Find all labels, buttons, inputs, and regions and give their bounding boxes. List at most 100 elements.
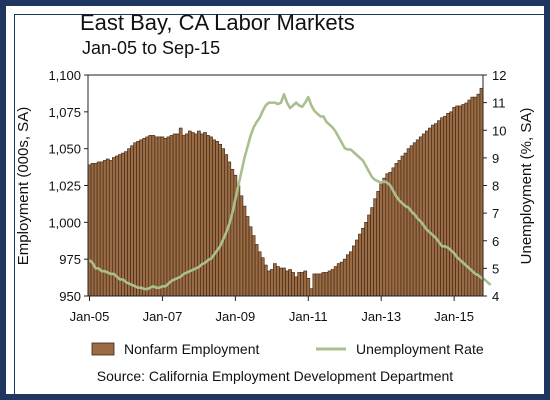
- right-tick-label: 12: [492, 68, 506, 83]
- employment-bar: [145, 136, 150, 297]
- employment-bar: [306, 278, 311, 297]
- employment-bar: [209, 136, 213, 297]
- employment-bar: [440, 117, 444, 297]
- employment-bar: [373, 198, 377, 297]
- left-axis-ticks: 950 975 1,000 1,025 1,050 1,075 1,100: [48, 68, 88, 304]
- employment-bar: [312, 273, 317, 297]
- employment-bar: [133, 142, 137, 297]
- right-axis-ticks: 4 5 6 7 8 9 10 11 12: [483, 68, 506, 304]
- right-tick-label: 10: [492, 123, 506, 138]
- employment-bar: [136, 141, 140, 297]
- employment-bar: [285, 270, 289, 297]
- chart-inner-border: [14, 14, 548, 398]
- employment-bar: [108, 160, 113, 297]
- employment-bar: [127, 148, 131, 297]
- employment-bar: [172, 133, 177, 297]
- left-tick-label: 1,025: [48, 179, 81, 194]
- employment-bar: [218, 143, 222, 297]
- employment-bar: [245, 216, 250, 297]
- employment-bar: [121, 152, 125, 297]
- employment-bar: [370, 207, 374, 297]
- employment-bar: [421, 133, 426, 297]
- employment-bar: [406, 148, 411, 297]
- employment-bar: [339, 261, 344, 297]
- employment-bar: [452, 107, 456, 297]
- employment-bar: [175, 133, 180, 297]
- employment-bar: [242, 205, 247, 297]
- employment-bar: [367, 214, 371, 297]
- employment-bar: [376, 191, 380, 297]
- left-tick-label: 1,000: [48, 215, 81, 230]
- x-axis-ticks: Jan-05 Jan-07 Jan-09 Jan-11 Jan-13 Jan-15: [70, 296, 474, 324]
- employment-bar: [178, 127, 183, 297]
- employment-bar: [318, 273, 323, 297]
- employment-bar: [443, 115, 447, 297]
- employment-bar: [352, 245, 356, 297]
- left-tick-label: 1,050: [48, 142, 81, 157]
- employment-bar: [154, 136, 159, 297]
- employment-bar: [324, 272, 329, 297]
- employment-bar: [157, 136, 162, 297]
- employment-bar: [163, 138, 168, 297]
- employment-bar: [93, 163, 98, 297]
- employment-bar: [248, 226, 253, 297]
- employment-bar: [96, 161, 101, 297]
- unemployment-line: [88, 93, 492, 291]
- x-tick-label: Jan-05: [70, 309, 110, 324]
- employment-bar: [169, 135, 174, 297]
- employment-bar: [200, 133, 204, 297]
- employment-bar: [270, 269, 274, 297]
- employment-bar: [105, 158, 110, 297]
- employment-bar: [458, 105, 463, 297]
- employment-bar: [273, 263, 277, 297]
- left-tick-label: 975: [59, 252, 81, 267]
- chart-subtitle: Jan-05 to Sep-15: [82, 38, 221, 58]
- employment-bar: [385, 173, 390, 297]
- employment-bar: [446, 113, 450, 297]
- right-tick-label: 4: [492, 289, 499, 304]
- right-tick-label: 9: [492, 151, 499, 166]
- employment-bar: [294, 276, 298, 297]
- employment-bar: [394, 163, 399, 297]
- right-tick-label: 5: [492, 261, 499, 276]
- right-axis-label: Unemployment (%, SA): [518, 108, 535, 265]
- employment-bar: [254, 244, 259, 297]
- employment-bar: [230, 168, 235, 297]
- employment-bar: [400, 155, 405, 297]
- employment-bar: [309, 288, 314, 297]
- right-tick-label: 7: [492, 206, 499, 221]
- unemployment-line-layer: [88, 93, 492, 291]
- legend-swatch-employment: [91, 342, 115, 356]
- legend-label-unemployment: Unemployment Rate: [356, 341, 484, 357]
- employment-bar: [336, 263, 341, 297]
- left-tick-label: 1,100: [48, 68, 81, 83]
- employment-bar: [342, 258, 347, 297]
- employment-bar: [461, 104, 466, 297]
- employment-bar: [260, 257, 265, 297]
- employment-bar: [288, 269, 292, 297]
- employment-bar: [431, 124, 435, 297]
- employment-bar: [221, 148, 226, 297]
- employment-bar: [455, 105, 459, 297]
- employment-bar: [203, 132, 207, 297]
- x-tick-label: Jan-13: [361, 309, 401, 324]
- employment-bar: [124, 151, 128, 297]
- employment-bar: [142, 138, 147, 297]
- employment-bar: [118, 154, 122, 297]
- legend-label-employment: Nonfarm Employment: [124, 341, 259, 357]
- employment-bar: [266, 270, 271, 297]
- employment-bar: [90, 163, 95, 297]
- employment-bar: [194, 133, 198, 297]
- employment-bar: [434, 123, 438, 297]
- employment-bar: [139, 139, 143, 297]
- employment-bar: [181, 135, 186, 297]
- right-tick-label: 11: [492, 96, 506, 111]
- employment-bar: [212, 139, 216, 297]
- employment-bar: [300, 272, 305, 297]
- employment-bar: [379, 182, 384, 297]
- left-tick-label: 1,075: [48, 105, 81, 120]
- x-tick-label: Jan-07: [143, 309, 183, 324]
- employment-bar: [327, 270, 332, 297]
- employment-bars: [87, 87, 484, 297]
